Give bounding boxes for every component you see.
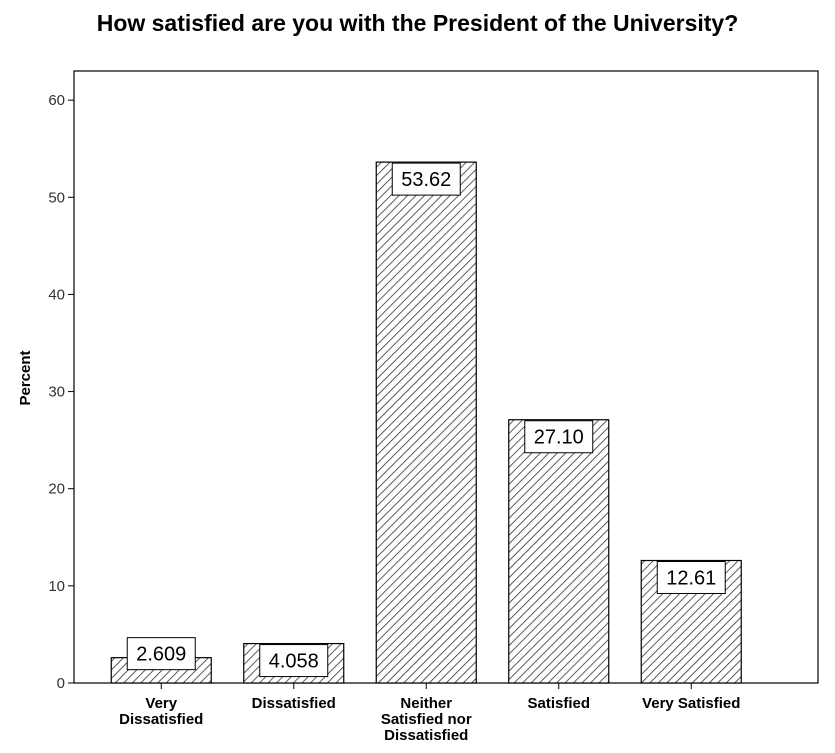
chart-title: How satisfied are you with the President… (96, 10, 739, 36)
y-tick-label: 40 (48, 286, 65, 303)
bars-group: 2.609 4.058 53.62 27.10 12.61 (110, 161, 742, 684)
x-tick-label-line: Very (145, 695, 177, 712)
data-label: 2.609 (136, 644, 186, 666)
y-tick-label: 60 (48, 92, 65, 109)
y-tick-label: 10 (48, 578, 65, 595)
x-tick-label-line: Dissatisfied (119, 711, 203, 728)
y-tick-label: 0 (57, 675, 65, 692)
x-tick-label-line: Satisfied (527, 695, 590, 712)
x-tick-label-line: Satisfied nor (381, 711, 472, 728)
x-tick-label: Neither Satisfied nor Dissatisfied (381, 695, 472, 744)
x-tick-label: Satisfied (527, 695, 590, 712)
y-tick-label: 20 (48, 481, 65, 498)
x-tick-label-line: Neither (400, 695, 452, 712)
x-tick-label: Very Satisfied (642, 695, 740, 712)
x-tick-label-line: Dissatisfied (384, 727, 468, 744)
bar (508, 419, 610, 684)
data-label-box (524, 420, 594, 454)
y-axis-label: Percent (17, 350, 34, 405)
y-axis: 0 10 20 30 40 50 60 (48, 92, 74, 692)
x-tick-label: Dissatisfied (252, 695, 336, 712)
data-label: 27.10 (534, 427, 584, 449)
data-label: 53.62 (401, 169, 451, 191)
data-label-box (126, 637, 196, 671)
y-tick-label: 50 (48, 189, 65, 206)
x-tick-label: Very Dissatisfied (119, 695, 203, 728)
data-label: 4.058 (269, 651, 319, 673)
data-label-box (259, 644, 329, 678)
data-label-box (656, 561, 726, 595)
y-tick-label: 30 (48, 384, 65, 401)
x-tick-label-line: Very Satisfied (642, 695, 740, 712)
data-label: 12.61 (666, 568, 716, 590)
data-label-box (391, 162, 461, 196)
bar (375, 161, 477, 684)
x-tick-label-line: Dissatisfied (252, 695, 336, 712)
